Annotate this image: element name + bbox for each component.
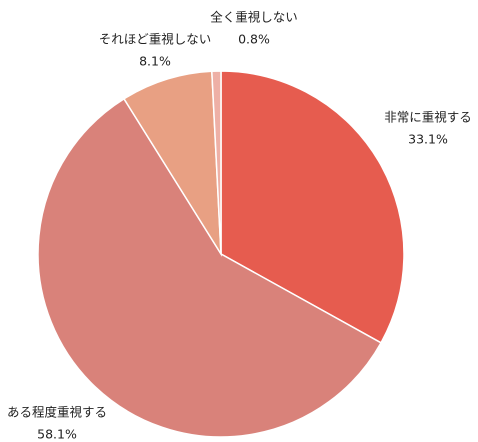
slice-label: ある程度重視する — [7, 405, 107, 420]
value-label: 8.1% — [139, 54, 171, 69]
pie-slice — [37, 97, 383, 438]
slice-label: それほど重視しない — [99, 32, 212, 47]
value-label: 33.1% — [408, 132, 448, 147]
pie-slice — [122, 70, 222, 257]
pie-slice — [211, 70, 222, 255]
pie-slice — [220, 70, 405, 344]
slice-label: 非常に重視する — [384, 110, 472, 125]
slice-label: 全く重視しない — [210, 10, 298, 25]
value-label: 58.1% — [37, 427, 77, 442]
value-label: 0.8% — [238, 32, 270, 47]
